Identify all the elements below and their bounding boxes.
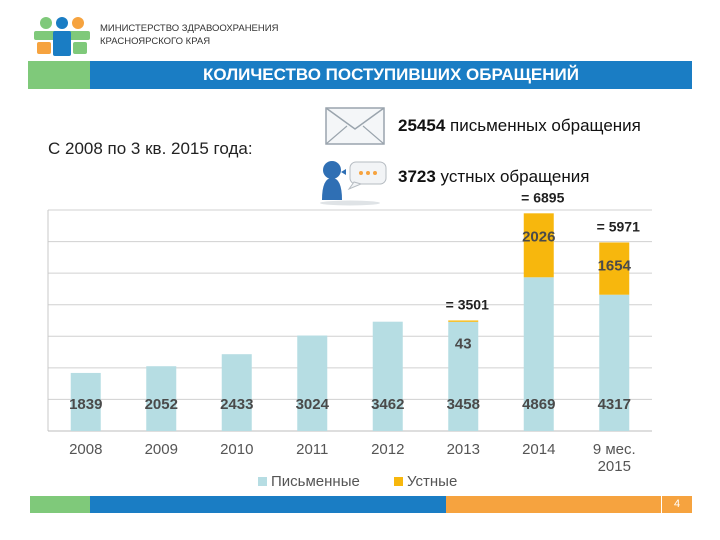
data-label-written: 2433 [220,396,253,413]
ministry-name: МИНИСТЕРСТВО ЗДРАВООХРАНЕНИЯ КРАСНОЯРСКО… [100,22,278,48]
legend-swatch-oral [394,477,403,486]
bar-written [221,354,252,431]
bar-written [372,321,403,431]
bar-written [523,277,554,431]
data-label-written: 1839 [69,396,102,413]
legend-label-oral: Устные [407,473,457,490]
footer-blue-segment [90,496,446,513]
data-label-oral: 43 [455,335,472,352]
x-tick-label: 2012 [371,441,404,458]
oral-total: 3723 устных обращения [398,167,589,187]
data-label-written: 4869 [522,396,555,413]
written-count: 25454 [398,116,446,135]
ministry-line-2: КРАСНОЯРСКОГО КРАЯ [100,36,211,47]
x-tick-label: 9 мес. [593,441,636,458]
bar-oral [523,213,554,278]
x-tick-label: 2014 [522,441,555,458]
ministry-line-1: МИНИСТЕРСТВО ЗДРАВООХРАНЕНИЯ [100,23,279,34]
bar-oral [599,242,630,295]
period-label: С 2008 по 3 кв. 2015 года: [48,139,253,158]
footer-green-segment [30,496,90,513]
data-label-oral: 2026 [522,228,555,245]
legend-label-written: Письменные [271,473,360,490]
bar-written [146,366,177,431]
x-tick-label: 2008 [69,441,102,458]
footer-bar: 4 [30,496,692,513]
data-label-written: 2052 [145,396,178,413]
footer-orange-segment [446,496,692,513]
written-label: письменных обращения [445,116,641,135]
x-tick-label: 2013 [447,441,480,458]
data-label-written: 4317 [598,396,631,413]
total-label: = 3501 [446,296,489,312]
bar-written [448,321,479,431]
legend-swatch-written [258,477,267,486]
total-label: = 6895 [521,189,564,205]
speaking-person-icon [320,161,387,206]
data-label-written: 3024 [296,396,330,413]
bar-written [599,294,630,431]
oral-label: устных обращения [435,167,590,186]
page-number: 4 [661,496,692,513]
data-label-written: 3462 [371,396,404,413]
title-accent [28,61,90,89]
envelope-icon [325,107,385,145]
x-tick-label: 2015 [598,458,631,475]
data-label-written: 3458 [447,396,480,413]
oral-count: 3723 [398,167,436,186]
ministry-logo [34,17,90,56]
bar-written [70,372,101,431]
bar-oral [448,320,479,322]
title-bar: КОЛИЧЕСТВО ПОСТУПИВШИХ ОБРАЩЕНИЙ [28,61,692,89]
data-label-oral: 1654 [598,257,632,274]
total-label: = 5971 [597,218,640,234]
x-tick-label: 2011 [296,441,328,458]
page-title: КОЛИЧЕСТВО ПОСТУПИВШИХ ОБРАЩЕНИЙ [203,65,579,84]
x-tick-label: 2009 [145,441,178,458]
written-total: 25454 письменных обращения [398,116,641,136]
x-tick-label: 2010 [220,441,253,458]
bar-written [297,335,328,431]
